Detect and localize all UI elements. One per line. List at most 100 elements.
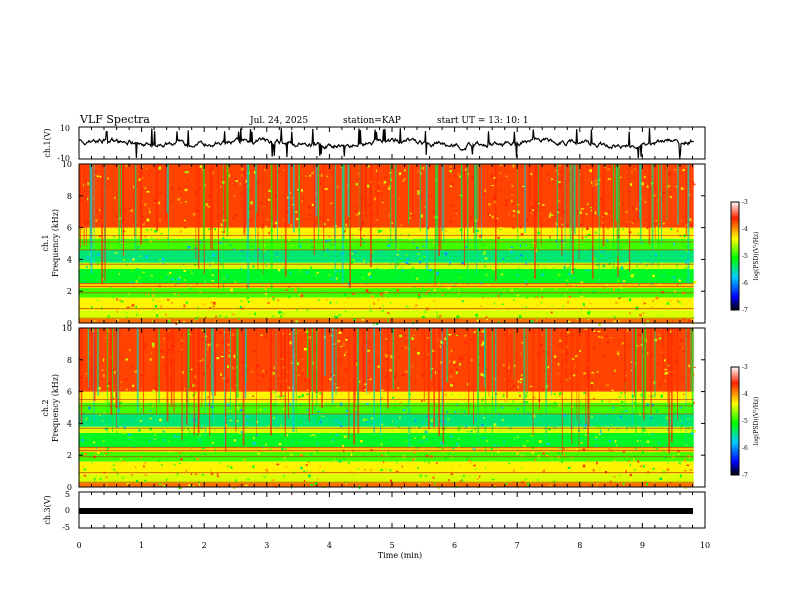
spectrogram-speckle (177, 198, 181, 201)
spectrogram-speckle (476, 317, 478, 320)
spectrogram-streak (270, 164, 273, 289)
spectrogram-speckle (619, 176, 622, 178)
spectrogram-speckle (144, 238, 148, 241)
spectrogram-speckle (250, 370, 254, 373)
spectrogram-speckle (417, 190, 420, 193)
spectrogram-speckle (378, 229, 381, 233)
spectrogram-speckle (616, 462, 619, 464)
spectrogram-speckle (124, 345, 125, 349)
spectrogram-speckle (336, 248, 339, 250)
spectrogram-speckle (385, 338, 388, 340)
spectrogram-speckle (123, 259, 126, 262)
spectrogram-speckle (525, 401, 529, 404)
spectrogram-speckle (132, 258, 135, 261)
spectrogram-speckle (122, 460, 125, 462)
ch1-spectrogram-band (79, 297, 694, 311)
spectrogram-speckle (661, 291, 664, 294)
spectrogram-speckle (374, 197, 376, 200)
spectrogram-speckle (249, 400, 252, 403)
spectrogram-speckle (110, 273, 113, 276)
spectrogram-speckle (683, 459, 687, 462)
spectrogram-speckle (267, 297, 269, 300)
spectrogram-speckle (591, 386, 594, 389)
spectrogram-speckle (396, 276, 399, 279)
spectrogram-speckle (398, 355, 401, 358)
spectrogram-speckle (571, 358, 575, 360)
spectrogram-speckle (161, 445, 164, 448)
spectrogram-speckle (587, 459, 589, 463)
spectrogram-speckle (98, 235, 101, 238)
spectrogram-speckle (621, 227, 624, 231)
spectrogram-speckle (556, 436, 558, 438)
spectrogram-speckle (608, 448, 611, 451)
spectrogram-speckle (102, 374, 105, 377)
spectrogram-streak (643, 328, 645, 421)
spectrogram-speckle (476, 229, 479, 232)
spectrogram-speckle (154, 432, 157, 436)
spectrogram-speckle (578, 437, 581, 439)
spectrogram-speckle (265, 347, 267, 350)
spectrogram-speckle (462, 474, 465, 477)
spectrogram-speckle (377, 298, 380, 302)
spectrogram-speckle (221, 378, 224, 381)
spectrogram-speckle (507, 257, 510, 260)
spectrogram-speckle (399, 260, 403, 262)
spectrogram-speckle (364, 453, 366, 456)
spectrogram-speckle (580, 442, 583, 444)
spectrogram-speckle (522, 185, 525, 187)
spectrogram-speckle (578, 334, 582, 336)
spectrogram-speckle (381, 447, 384, 450)
spectrogram-speckle (343, 353, 346, 357)
ytick-label: 0 (67, 319, 72, 328)
spectrogram-speckle (566, 283, 568, 286)
spectrogram-speckle (298, 409, 300, 412)
spectrogram-streak (690, 328, 692, 391)
spectrogram-speckle (639, 465, 643, 468)
spectrogram-speckle (448, 264, 451, 266)
spectrogram-speckle (481, 232, 484, 235)
spectrogram-streak (292, 328, 295, 432)
spectrogram-speckle (635, 207, 638, 211)
spectrogram-speckle (626, 344, 630, 346)
spectrogram-speckle (667, 462, 670, 465)
spectrogram-speckle (228, 354, 230, 358)
spectrogram-speckle (412, 277, 414, 279)
spectrogram-speckle (576, 242, 579, 244)
spectrogram-speckle (92, 441, 96, 444)
spectrogram-speckle (234, 307, 237, 310)
spectrogram-speckle (323, 223, 326, 226)
spectrogram-speckle (676, 300, 679, 303)
spectrogram-speckle (276, 256, 278, 258)
spectrogram-speckle (365, 289, 369, 293)
spectrogram-speckle (322, 403, 325, 406)
spectrogram-speckle (316, 374, 319, 377)
spectrogram-speckle (377, 192, 379, 195)
spectrogram-speckle (543, 220, 545, 223)
spectrogram-speckle (631, 394, 634, 398)
spectrogram-streak (243, 164, 246, 235)
spectrogram-speckle (196, 308, 199, 310)
spectrogram-speckle (517, 235, 520, 238)
spectrogram-speckle (184, 387, 186, 391)
ch1-colorbar-label: log(PSD)(V²/Hz) (753, 232, 760, 281)
spectrogram-speckle (343, 343, 345, 346)
spectrogram-speckle (520, 233, 524, 236)
spectrogram-speckle (537, 185, 541, 188)
spectrogram-speckle (693, 366, 696, 368)
spectrogram-speckle (303, 480, 306, 483)
spectrogram-speckle (353, 271, 356, 275)
spectrogram-speckle (537, 231, 541, 235)
spectrogram-speckle (638, 334, 641, 337)
spectrogram-speckle (685, 279, 688, 282)
spectrogram-speckle (311, 252, 313, 254)
spectrogram-speckle (376, 389, 379, 392)
spectrogram-speckle (567, 320, 571, 324)
spectrogram-speckle (596, 199, 598, 202)
spectrogram-speckle (253, 350, 256, 353)
spectrogram-speckle (150, 274, 154, 277)
spectrogram-streak (390, 164, 392, 266)
spectrogram-speckle (413, 347, 415, 351)
spectrogram-streak (170, 328, 173, 407)
spectrogram-speckle (222, 413, 223, 415)
